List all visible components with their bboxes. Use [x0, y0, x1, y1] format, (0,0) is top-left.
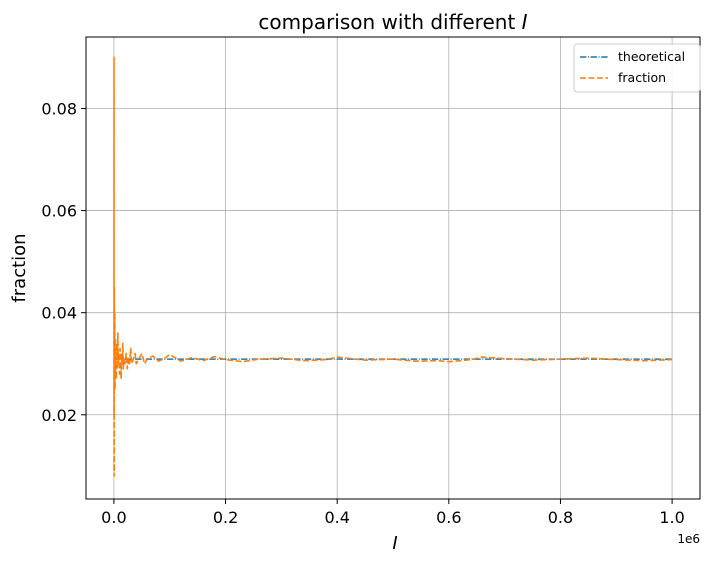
legend: theoretical fraction: [573, 43, 701, 93]
series-lines: [113, 56, 673, 477]
x-tick-label: 0.4: [324, 508, 349, 527]
series-line-fraction: [113, 56, 673, 477]
chart-title-variable: I: [522, 10, 528, 34]
y-tick-label: 0.02: [41, 406, 77, 425]
x-tick-label: 1.0: [659, 508, 684, 527]
y-tick-label: 0.08: [41, 99, 77, 118]
grid-lines: [86, 37, 700, 499]
legend-box: [573, 43, 701, 93]
x-tick-label: 0.6: [436, 508, 461, 527]
x-axis-label: I: [392, 533, 397, 554]
legend-label-theoretical: theoretical: [618, 49, 685, 64]
axis-ticks: 0.0 0.2 0.4 0.6 0.8 1.0 0.02 0.04 0.06 0.08: [41, 99, 684, 527]
x-tick-label: 0.8: [548, 508, 573, 527]
chart-title: comparison with different I: [258, 10, 527, 34]
y-tick-label: 0.04: [41, 304, 77, 323]
plot-frame: [85, 36, 701, 500]
x-tick-label: 0.0: [101, 508, 126, 527]
chart-title-prefix: comparison with different: [258, 10, 521, 34]
legend-label-fraction: fraction: [618, 70, 666, 85]
x-axis-offset-label: 1e6: [677, 532, 700, 546]
x-tick-label: 0.2: [213, 508, 238, 527]
y-axis-label: fraction: [9, 233, 30, 302]
y-tick-label: 0.06: [41, 202, 77, 221]
